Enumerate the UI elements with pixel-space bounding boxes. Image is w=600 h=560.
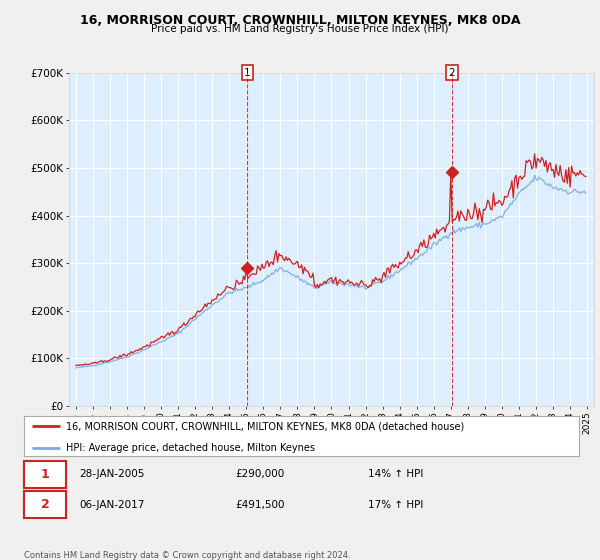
Text: 2: 2 [41, 498, 49, 511]
Text: HPI: Average price, detached house, Milton Keynes: HPI: Average price, detached house, Milt… [65, 442, 314, 452]
Text: £290,000: £290,000 [235, 469, 284, 479]
Text: Contains HM Land Registry data © Crown copyright and database right 2024.
This d: Contains HM Land Registry data © Crown c… [24, 551, 350, 560]
Text: 16, MORRISON COURT, CROWNHILL, MILTON KEYNES, MK8 0DA (detached house): 16, MORRISON COURT, CROWNHILL, MILTON KE… [65, 421, 464, 431]
Text: Price paid vs. HM Land Registry's House Price Index (HPI): Price paid vs. HM Land Registry's House … [151, 24, 449, 34]
Text: 28-JAN-2005: 28-JAN-2005 [79, 469, 145, 479]
Text: £491,500: £491,500 [235, 500, 284, 510]
Text: 06-JAN-2017: 06-JAN-2017 [79, 500, 145, 510]
Text: 14% ↑ HPI: 14% ↑ HPI [368, 469, 424, 479]
Text: 2: 2 [448, 68, 455, 78]
Text: 1: 1 [41, 468, 49, 481]
Text: 16, MORRISON COURT, CROWNHILL, MILTON KEYNES, MK8 0DA: 16, MORRISON COURT, CROWNHILL, MILTON KE… [80, 14, 520, 27]
Text: 1: 1 [244, 68, 251, 78]
Text: 17% ↑ HPI: 17% ↑ HPI [368, 500, 424, 510]
